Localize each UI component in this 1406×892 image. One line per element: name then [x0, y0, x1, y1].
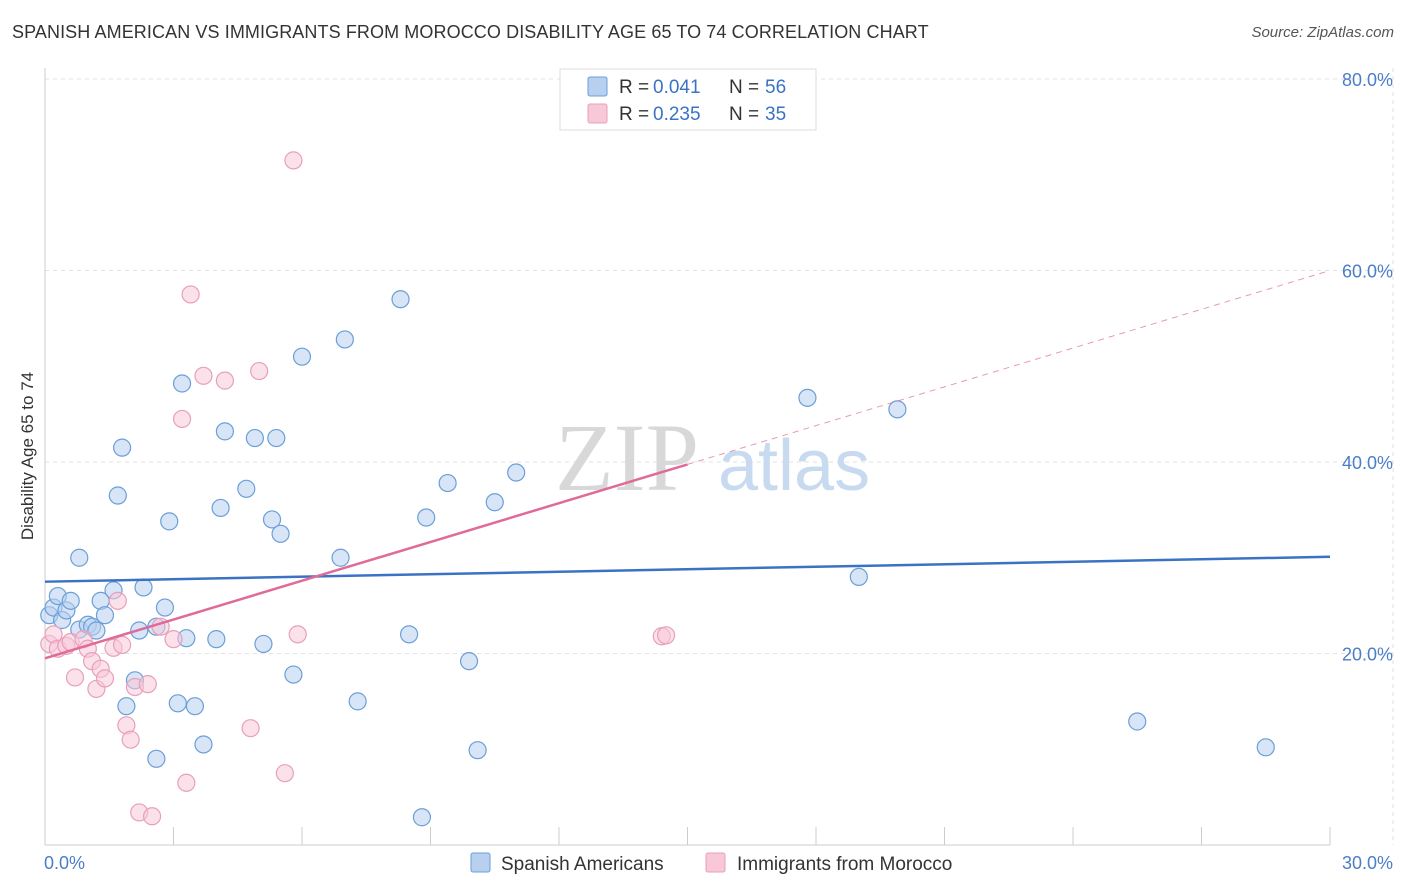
point-series-1-25 [181, 285, 200, 304]
point-series-0-28 [194, 735, 213, 754]
point-series-0-16 [117, 697, 136, 716]
point-series-0-54 [888, 400, 907, 419]
legend-n-label-1: N = [729, 104, 759, 125]
point-series-1-11 [95, 669, 115, 688]
point-series-1-27 [215, 371, 234, 390]
point-series-0-36 [267, 428, 286, 448]
legend-r-value-1: 0.235 [653, 104, 701, 125]
point-series-0-23 [160, 512, 179, 531]
x-tick-label-0: 0.0% [44, 853, 85, 873]
point-series-0-56 [1256, 738, 1275, 757]
y-tick-label-2: 60.0% [1342, 262, 1393, 282]
point-series-0-55 [1128, 712, 1147, 731]
legend-r-label-0: R = [619, 77, 649, 98]
point-series-1-22 [164, 630, 183, 649]
point-series-0-20 [147, 749, 166, 768]
point-series-0-25 [172, 374, 192, 393]
point-series-0-12 [95, 606, 115, 625]
point-series-0-14 [108, 486, 127, 505]
legend: R = 0.041 N = 56 R = 0.235 N = 35 [559, 68, 817, 131]
bottom-legend-label-spanish-americans: Spanish Americans [501, 854, 664, 875]
point-series-0-44 [399, 625, 419, 644]
point-series-0-45 [412, 808, 432, 827]
point-series-0-52 [798, 388, 817, 407]
legend-swatch-spanish-americans [587, 76, 608, 97]
point-series-1-16 [121, 730, 140, 749]
x-tick-label-1: 30.0% [1342, 853, 1393, 873]
point-series-0-10 [87, 621, 106, 640]
point-series-1-24 [177, 773, 196, 792]
chart-title: SPANISH AMERICAN VS IMMIGRANTS FROM MORO… [12, 22, 929, 42]
legend-n-value-1: 35 [765, 104, 786, 125]
bottom-legend-label-immigrants-from-morocco: Immigrants from Morocco [737, 854, 952, 875]
point-series-0-46 [417, 508, 436, 527]
legend-n-value-0: 56 [765, 77, 786, 98]
point-series-1-31 [284, 151, 303, 170]
point-series-1-13 [108, 591, 127, 610]
point-series-0-31 [215, 422, 234, 441]
point-series-1-5 [65, 668, 85, 687]
point-series-0-48 [459, 652, 479, 671]
y-tick-label-3: 80.0% [1342, 70, 1393, 90]
watermark: ZIP atlas [555, 404, 870, 511]
point-series-1-14 [112, 635, 132, 654]
y-tick-label-1: 40.0% [1342, 453, 1393, 473]
bottom-legend-swatch-spanish-americans [470, 852, 491, 873]
point-series-1-20 [142, 807, 162, 826]
y-axis-title: Disability Age 65 to 74 [18, 372, 37, 540]
point-series-0-34 [254, 634, 273, 654]
point-series-0-35 [262, 510, 282, 529]
bottom-legend: Spanish Americans Immigrants from Morocc… [470, 852, 952, 875]
point-series-1-32 [288, 625, 307, 644]
data-points [40, 151, 1275, 827]
point-series-0-27 [185, 697, 205, 716]
point-series-0-39 [292, 347, 312, 366]
point-series-0-30 [211, 498, 230, 518]
grid-lines [45, 68, 1394, 845]
point-series-0-41 [335, 330, 354, 349]
point-series-1-29 [250, 361, 269, 381]
point-series-0-38 [284, 665, 303, 684]
point-series-1-34 [656, 626, 676, 645]
legend-r-value-0: 0.041 [653, 77, 701, 98]
point-series-0-7 [70, 548, 89, 567]
point-series-0-19 [134, 578, 153, 597]
point-series-0-32 [237, 479, 256, 498]
point-series-0-29 [207, 630, 226, 649]
point-series-0-50 [485, 493, 504, 512]
legend-r-label-1: R = [619, 104, 649, 125]
point-series-0-42 [348, 692, 367, 711]
watermark-zip: ZIP [555, 404, 699, 511]
bottom-legend-swatch-immigrants-from-morocco [705, 852, 726, 873]
point-series-0-47 [438, 473, 457, 493]
point-series-0-51 [507, 463, 526, 482]
point-series-0-5 [61, 591, 80, 610]
point-series-0-37 [271, 524, 290, 543]
point-series-0-43 [391, 290, 410, 309]
point-series-0-22 [155, 598, 175, 617]
tick-labels: 20.0% 40.0% 60.0% 80.0% 0.0% 30.0% [44, 70, 1393, 873]
trend-extension-series-1 [687, 270, 1331, 465]
point-series-0-40 [331, 548, 350, 567]
point-series-1-28 [241, 719, 260, 738]
legend-n-label-0: N = [729, 77, 759, 98]
point-series-1-23 [172, 409, 192, 429]
point-series-1-19 [138, 675, 157, 694]
trend-line-series-1 [44, 463, 688, 660]
trend-lines [44, 270, 1331, 660]
point-series-0-33 [245, 428, 264, 448]
legend-swatch-immigrants-from-morocco [587, 103, 608, 124]
axes [44, 68, 1331, 846]
point-series-1-30 [275, 764, 294, 783]
point-series-0-53 [849, 567, 868, 587]
watermark-atlas: atlas [718, 426, 870, 506]
point-series-1-26 [194, 366, 213, 385]
point-series-0-49 [468, 741, 487, 760]
chart-source: Source: ZipAtlas.com [1251, 24, 1394, 41]
point-series-0-15 [112, 438, 132, 457]
trend-line-series-0 [44, 555, 1331, 583]
y-tick-label-0: 20.0% [1342, 645, 1393, 665]
point-series-0-24 [168, 694, 187, 713]
